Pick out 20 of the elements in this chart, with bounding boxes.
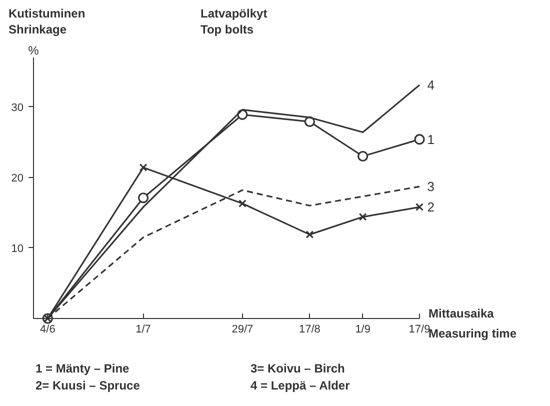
x-axis-title: Mittausaika Measuring time — [428, 306, 517, 340]
x-tick-label: 17/9 — [408, 324, 430, 336]
text: 2= Kuusi – Spruce — [36, 378, 140, 392]
y-tick-label: 30 — [11, 102, 24, 114]
series-label: 4 — [427, 78, 434, 93]
x-tick-label: 4/6 — [40, 324, 56, 336]
text: 3= Koivu – Birch — [250, 362, 345, 376]
x-tick-label: 17/8 — [299, 324, 320, 336]
series-label: 1 — [427, 132, 434, 147]
x-tick-label: 29/7 — [232, 324, 254, 336]
y-tick-label: 10 — [11, 242, 24, 255]
y-axis-title: Kutistuminen Shrinkage % — [8, 6, 86, 58]
text: 1 = Mänty – Pine — [36, 362, 130, 376]
x-tick-label: 1/9 — [355, 324, 370, 336]
series-label: 3 — [427, 179, 434, 194]
series-label: 2 — [427, 200, 434, 215]
x-tick-label: 1/7 — [136, 324, 151, 336]
text: 4 = Leppä – Alder — [250, 378, 350, 392]
chart-title: Latvapölkyt Top bolts — [200, 6, 268, 36]
y-tick-label: 20 — [11, 172, 24, 184]
